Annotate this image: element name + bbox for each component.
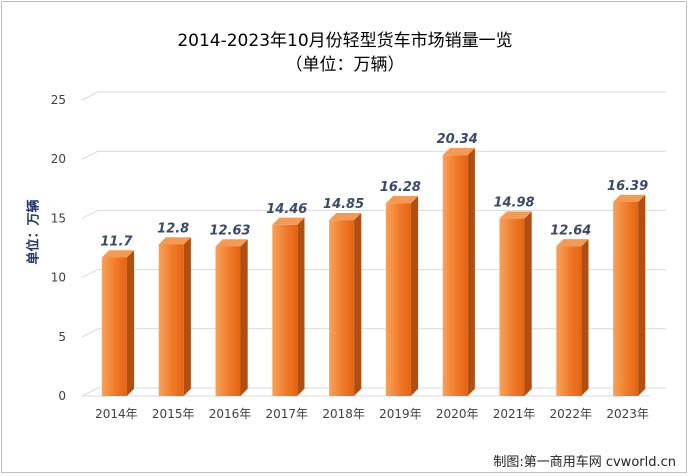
bar-top: [272, 217, 305, 225]
data-label: 12.63: [209, 223, 250, 238]
bar-top: [556, 239, 589, 247]
data-label: 14.85: [323, 197, 364, 212]
data-label: 16.28: [380, 180, 421, 195]
bar-top: [101, 250, 135, 258]
chart-title: 2014-2023年10月份轻型货车市场销量一览: [177, 31, 513, 51]
bar: [158, 244, 184, 396]
y-tick-label: 0: [58, 389, 66, 403]
bar-top: [499, 211, 532, 219]
y-tick-label: 25: [51, 93, 66, 107]
bar: [499, 218, 525, 396]
bar-side: [126, 250, 135, 396]
x-tick-label: 2016年: [209, 407, 252, 421]
chart-subtitle: （单位：万辆）: [285, 55, 405, 75]
gridline-depth: [81, 328, 99, 338]
bar-side: [240, 239, 248, 396]
x-tick-label: 2020年: [436, 407, 479, 421]
bar-side: [183, 237, 191, 396]
data-label: 16.39: [607, 179, 648, 194]
data-label: 14.98: [493, 196, 534, 211]
data-label: 12.8: [157, 221, 189, 236]
x-tick-label: 2019年: [379, 407, 422, 421]
gridline-depth: [81, 150, 99, 160]
x-tick-label: 2023年: [606, 407, 649, 421]
bar: [613, 201, 639, 396]
y-tick-label: 15: [51, 211, 66, 225]
x-tick-label: 2022年: [550, 407, 593, 421]
gridline-depth: [81, 209, 99, 219]
data-label: 20.34: [437, 132, 478, 147]
bar-top: [215, 239, 248, 247]
data-label: 12.64: [550, 223, 591, 238]
y-tick-label: 20: [51, 152, 66, 166]
gridline-depth: [81, 91, 99, 101]
bar: [442, 155, 468, 396]
x-tick-label: 2014年: [95, 407, 138, 421]
bar: [101, 257, 127, 396]
bar-top: [329, 212, 362, 221]
chart-credit: 制图:第一商用车网 cvworld.cn: [493, 455, 676, 470]
bar: [272, 224, 298, 396]
bar-side: [638, 194, 646, 396]
bar-top: [442, 147, 475, 156]
bar-side: [524, 211, 532, 396]
gridline-depth: [81, 387, 99, 397]
bar-side: [467, 147, 475, 396]
y-tick-label: 10: [51, 271, 66, 285]
bar-top: [158, 237, 191, 245]
x-tick-label: 2021年: [493, 407, 536, 421]
gridline-depth: [81, 269, 99, 279]
bar: [385, 203, 411, 396]
bar-top: [385, 196, 419, 204]
x-tick-label: 2018年: [322, 407, 365, 421]
x-tick-label: 2015年: [152, 407, 195, 421]
bar: [215, 246, 241, 396]
bar-top: [613, 194, 646, 202]
data-label: 11.7: [100, 234, 133, 249]
x-tick-label: 2017年: [266, 407, 309, 421]
bar-side: [354, 212, 362, 396]
bar-side: [410, 196, 419, 396]
bar: [329, 220, 355, 396]
bar-side: [297, 217, 305, 396]
data-label: 14.46: [266, 202, 307, 217]
bar-side: [581, 239, 589, 396]
bar: [556, 246, 582, 396]
y-tick-label: 5: [58, 330, 66, 344]
